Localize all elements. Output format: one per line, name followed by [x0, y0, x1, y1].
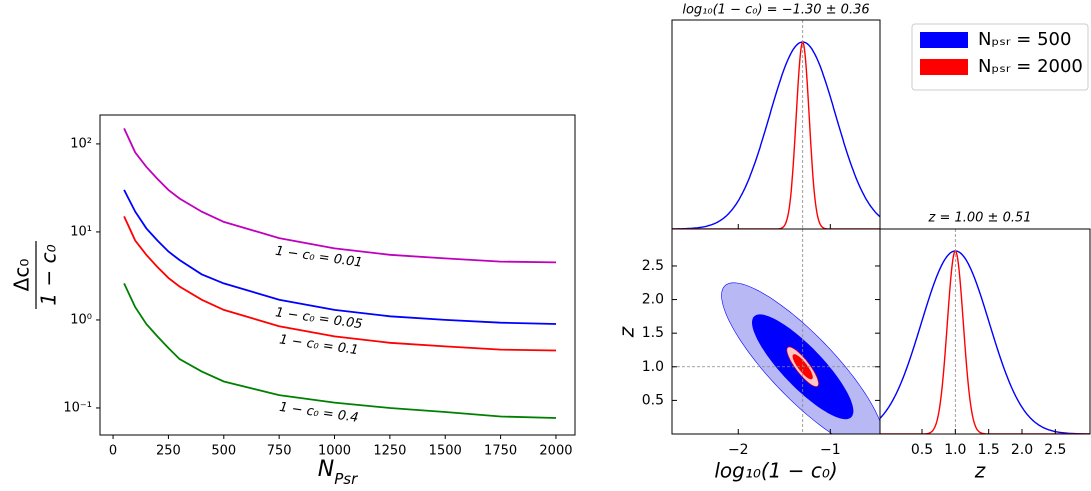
legend-swatch [920, 59, 968, 75]
z-axis-label: z [974, 459, 986, 483]
x-tick-label: 1750 [484, 444, 517, 459]
y-axis-label: Δc₀ 1 − c₀ [10, 241, 61, 309]
x-tick-label: 500 [211, 444, 236, 459]
marginal-curve [880, 250, 1090, 434]
y-tick-label: 10² [70, 136, 92, 151]
x-axis-label: log₁₀(1 − c₀) [714, 459, 837, 483]
z-panel [880, 250, 1090, 434]
marginal-curve [880, 250, 1090, 434]
x-tick-label: 1250 [373, 444, 406, 459]
y-axis-label: z [615, 326, 639, 338]
z-tick-label: 2.5 [1044, 442, 1066, 458]
y-tick-label: 2.0 [642, 292, 664, 308]
x-axis-label: NPsr [318, 457, 358, 488]
y-tick-label: 10⁻¹ [63, 400, 92, 415]
legend-swatch [920, 32, 968, 48]
y-tick-label: 1.5 [642, 325, 664, 341]
y-tick-label: 10⁰ [70, 312, 92, 327]
line [123, 128, 557, 264]
panel-title: log₁₀(1 − c₀) = −1.30 ± 0.36 [682, 3, 869, 18]
z-tick-label: 0.5 [911, 442, 933, 458]
marginal-curve [672, 41, 880, 229]
x-tick-label: 250 [156, 444, 181, 459]
line [123, 189, 557, 325]
x-tick-label: 1000 [318, 444, 351, 459]
line [123, 283, 557, 419]
curve-label: 1 − c₀ = 0.1 [278, 332, 359, 358]
legend-label: Nₚₛᵣ = 2000 [978, 56, 1083, 77]
x-tick-label: 1500 [429, 444, 462, 459]
z-tick-label: 1.0 [944, 442, 966, 458]
panel-title: z = 1.00 ± 0.51 [927, 211, 1031, 226]
x-tick-label: −2 [728, 442, 749, 458]
x-tick-label: 0 [109, 444, 117, 459]
y-axis-label-denominator: 1 − c₀ [37, 244, 61, 305]
panel-frame [879, 228, 1091, 435]
z-tick-label: 2.0 [1011, 442, 1033, 458]
z-tick-label: 1.5 [978, 442, 1000, 458]
line [123, 216, 557, 352]
x-axis-label-main: N [318, 457, 334, 482]
legend-label: Nₚₛᵣ = 500 [978, 29, 1071, 50]
curve-label: 1 − c₀ = 0.01 [274, 244, 363, 271]
panel-frame [671, 19, 881, 230]
x-axis-label-sub: Psr [334, 470, 358, 488]
x-tick-label: 750 [267, 444, 292, 459]
plot-frame [99, 114, 576, 436]
y-tick-label: 1.0 [642, 359, 664, 375]
y-axis-label-numerator: Δc₀ [10, 259, 34, 292]
y-tick-label: 2.5 [642, 258, 664, 274]
marginal-curve [672, 41, 880, 229]
top-panel [672, 41, 880, 229]
x-tick-label: 2000 [539, 444, 572, 459]
y-tick-label: 0.5 [642, 392, 664, 408]
y-tick-label: 10¹ [70, 224, 92, 239]
x-tick-label: −1 [820, 442, 841, 458]
